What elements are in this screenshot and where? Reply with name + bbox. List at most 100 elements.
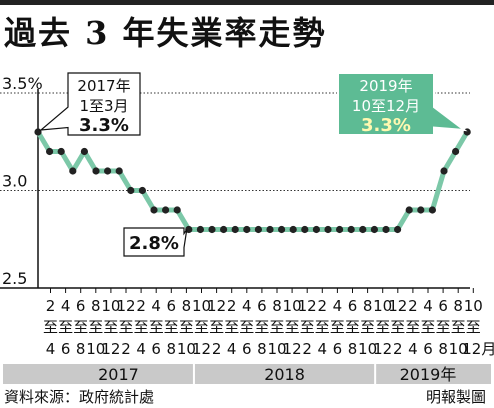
x-tick-label-to: 至 [58,318,73,336]
data-point [243,225,251,234]
data-point [382,225,390,234]
x-tick-label-to: 至 [134,318,149,336]
x-tick-label-start: 4 [242,297,252,315]
x-tick-label-to: 至 [436,318,451,336]
data-point [440,167,448,175]
series-line [35,129,470,232]
x-tick-label-start: 6 [438,297,448,315]
data-point [127,186,135,195]
x-tick-label-end: 10 [358,340,377,358]
x-tick-label-to: 至 [43,318,58,336]
callout-text: 2019年 [359,77,412,95]
x-tick-label-to: 至 [209,318,224,336]
x-tick-label-end: 4 [318,340,328,358]
x-tick-label-to: 至 [179,318,194,336]
x-tick-label-end: 6 [151,340,161,358]
data-point [69,167,77,175]
x-tick-label-end: 12 [101,340,120,358]
x-tick-label-end: 6 [61,340,71,358]
x-tick-label-end: 6 [333,340,343,358]
callout-text: 2017年 [77,77,130,95]
data-point [336,225,344,234]
x-tick-label-start: 10 [283,297,302,315]
x-tick-label-start: 10 [373,297,392,315]
x-tick-label-start: 10 [192,297,211,315]
data-point [312,225,320,234]
x-tick-label-to: 至 [345,318,360,336]
x-tick-label-end: 8 [438,340,448,358]
x-tick-label-to: 至 [224,318,239,336]
callout-box [39,72,141,136]
x-tick-label-end: 8 [257,340,267,358]
data-point [104,167,112,175]
callout-value: 2.8% [129,233,179,254]
x-tick-label-start: 2 [408,297,418,315]
data-point [266,225,274,234]
series-markers [34,128,471,234]
x-tick-label-to: 至 [285,318,300,336]
x-tick-label-start: 4 [151,297,161,315]
x-tick-label-end: 4 [408,340,418,358]
x-tick-label-start: 12 [388,297,407,315]
data-point [301,225,309,234]
y-axis-ticks: 3.5% 3.0 2.5 [2,74,43,288]
x-tick-label-to: 至 [239,318,254,336]
data-point [196,225,204,234]
data-point [115,167,123,175]
x-tick-label-start: 12 [298,297,317,315]
data-point [138,186,146,195]
x-tick-label-start: 2 [318,297,328,315]
x-tick-label-start: 2 [227,297,237,315]
callout-value: 3.3% [79,115,129,136]
x-tick-label-to: 至 [315,318,330,336]
x-tick-label-end: 12月 [462,340,494,358]
callout-box [337,72,468,136]
x-tick-label-end: 2 [212,340,222,358]
x-tick-label-end: 12 [373,340,392,358]
x-tick-label-start: 6 [76,297,86,315]
data-point [57,147,65,156]
x-tick-label-to: 至 [451,318,466,336]
x-tick-label-to: 至 [466,318,481,336]
data-point [220,225,228,234]
x-tick-label-to: 至 [420,318,435,336]
x-tick-label-to: 至 [330,318,345,336]
x-tick-label-end: 4 [46,340,56,358]
data-point [324,225,332,234]
x-tick-label-end: 6 [423,340,433,358]
x-tick-label-end: 2 [121,340,131,358]
data-point [394,225,402,234]
credit-note: 明報製圖 [425,388,486,406]
series-line-path [35,129,470,232]
x-tick-label-end: 8 [167,340,177,358]
data-point [34,128,42,136]
data-point [347,225,355,234]
x-tick-label-end: 6 [242,340,252,358]
y-tick-label: 2.5 [2,269,27,288]
x-tick-label-start: 8 [182,297,192,315]
x-tick-label-start: 6 [167,297,177,315]
data-point [80,147,88,156]
x-tick-label-start: 4 [423,297,433,315]
x-tick-label-start: 8 [363,297,373,315]
y-tick-label: 3.5% [2,74,43,93]
x-tick-label-end: 2 [302,340,312,358]
data-point [208,225,216,234]
x-tick-label-start: 8 [91,297,101,315]
callout-value: 3.3% [361,115,411,136]
x-tick-label-end: 10 [86,340,105,358]
x-tick-label-to: 至 [269,318,284,336]
x-tick-label-start: 10 [101,297,120,315]
x-tick-label-start: 12 [116,297,135,315]
y-tick-label: 3.0 [2,172,27,191]
x-tick-label-end: 4 [136,340,146,358]
x-tick-label-to: 至 [88,318,103,336]
callout: 2.8% [123,227,188,257]
data-point [452,147,460,156]
x-tick-label-to: 至 [405,318,420,336]
data-point [417,206,425,214]
data-point [254,225,262,234]
